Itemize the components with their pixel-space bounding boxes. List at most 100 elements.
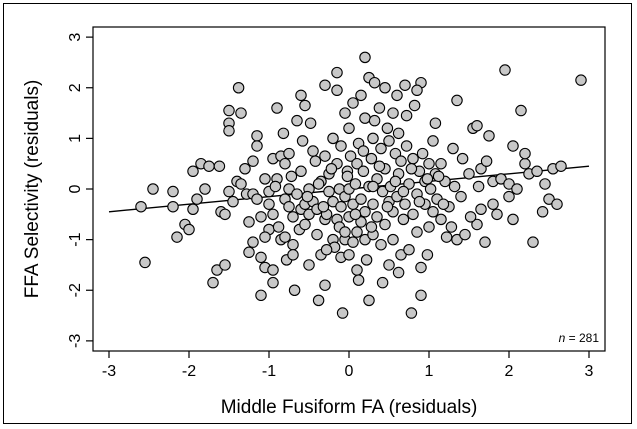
data-point <box>219 259 231 271</box>
x-tick-label: 2 <box>505 363 514 380</box>
data-point <box>203 160 215 172</box>
data-point <box>387 107 399 119</box>
data-point <box>475 163 487 175</box>
data-point <box>376 276 389 289</box>
data-point <box>277 127 290 140</box>
data-point <box>359 206 371 218</box>
data-point <box>381 122 394 135</box>
data-point <box>448 180 461 193</box>
data-point <box>344 150 357 162</box>
data-point <box>255 289 267 302</box>
data-point <box>285 170 298 183</box>
data-point <box>287 249 299 261</box>
data-point <box>139 256 151 269</box>
data-point <box>536 206 549 218</box>
data-point <box>279 231 291 243</box>
data-point <box>405 163 418 175</box>
data-point <box>355 216 367 228</box>
data-point <box>183 223 195 236</box>
data-point <box>367 132 379 145</box>
data-point <box>435 157 447 170</box>
data-point <box>427 135 439 147</box>
y-axis-label: FFA Selectivity (residuals) <box>22 80 43 299</box>
data-point <box>373 160 386 172</box>
data-point <box>339 226 351 238</box>
data-point <box>267 264 279 276</box>
data-point <box>341 170 354 183</box>
data-point <box>445 221 458 233</box>
data-point <box>503 190 515 203</box>
data-point <box>267 208 279 221</box>
data-point <box>171 231 183 243</box>
data-point <box>232 82 245 94</box>
data-point <box>575 74 587 86</box>
data-point <box>283 183 295 195</box>
data-point <box>347 97 359 109</box>
data-point <box>411 226 423 238</box>
y-tick-label: 0 <box>67 184 84 193</box>
data-point <box>507 140 519 152</box>
data-point <box>283 147 295 160</box>
data-point <box>303 208 315 221</box>
data-point <box>271 102 283 114</box>
data-point <box>247 236 259 248</box>
data-point <box>367 198 379 210</box>
data-point <box>304 117 317 129</box>
data-point <box>347 236 359 248</box>
data-point <box>491 208 503 221</box>
data-point <box>375 238 387 251</box>
data-point <box>267 276 279 289</box>
data-point <box>479 236 491 248</box>
data-point <box>331 84 343 97</box>
data-point <box>335 140 347 152</box>
data-point <box>371 211 383 223</box>
data-point <box>480 155 493 167</box>
data-point <box>309 155 322 167</box>
data-point <box>243 246 255 259</box>
data-point <box>464 211 477 223</box>
data-point <box>459 228 471 241</box>
data-point <box>323 185 335 198</box>
data-point <box>415 261 427 274</box>
axes-layer: -3 -2 -1 0 1 2 3 -3 -2 -1 0 1 2 3 <box>67 33 594 380</box>
data-point <box>288 284 301 296</box>
x-tick-label: -2 <box>182 363 196 380</box>
data-point <box>191 193 203 205</box>
data-point <box>219 208 231 221</box>
data-point <box>319 279 331 291</box>
data-point <box>259 231 271 243</box>
data-point <box>555 160 567 172</box>
data-point <box>331 66 343 79</box>
x-tick-label: 1 <box>425 363 434 380</box>
data-point <box>295 165 307 178</box>
data-point <box>299 99 311 112</box>
data-point <box>527 236 539 248</box>
y-tick-label: -1 <box>67 232 84 246</box>
data-point <box>269 180 282 193</box>
data-point <box>363 294 375 307</box>
data-point <box>551 198 563 210</box>
data-point <box>435 213 447 226</box>
x-tick-label: -1 <box>262 363 276 380</box>
data-point <box>397 185 410 198</box>
x-axis-label: Middle Fusiform FA (residuals) <box>221 397 478 418</box>
data-point <box>187 203 199 216</box>
data-point <box>335 200 347 213</box>
data-point <box>351 264 363 276</box>
data-point <box>451 233 463 246</box>
data-point <box>368 76 381 89</box>
data-point <box>507 213 519 226</box>
data-point <box>408 99 421 112</box>
data-point <box>352 274 365 286</box>
data-point <box>311 228 323 241</box>
data-point <box>503 178 515 190</box>
x-tick-label: 0 <box>345 363 354 380</box>
data-point <box>463 168 475 180</box>
data-point <box>320 244 333 256</box>
data-point <box>235 178 247 190</box>
data-point <box>437 198 450 210</box>
data-point <box>312 178 325 190</box>
data-point <box>400 109 413 122</box>
data-point <box>543 193 555 205</box>
